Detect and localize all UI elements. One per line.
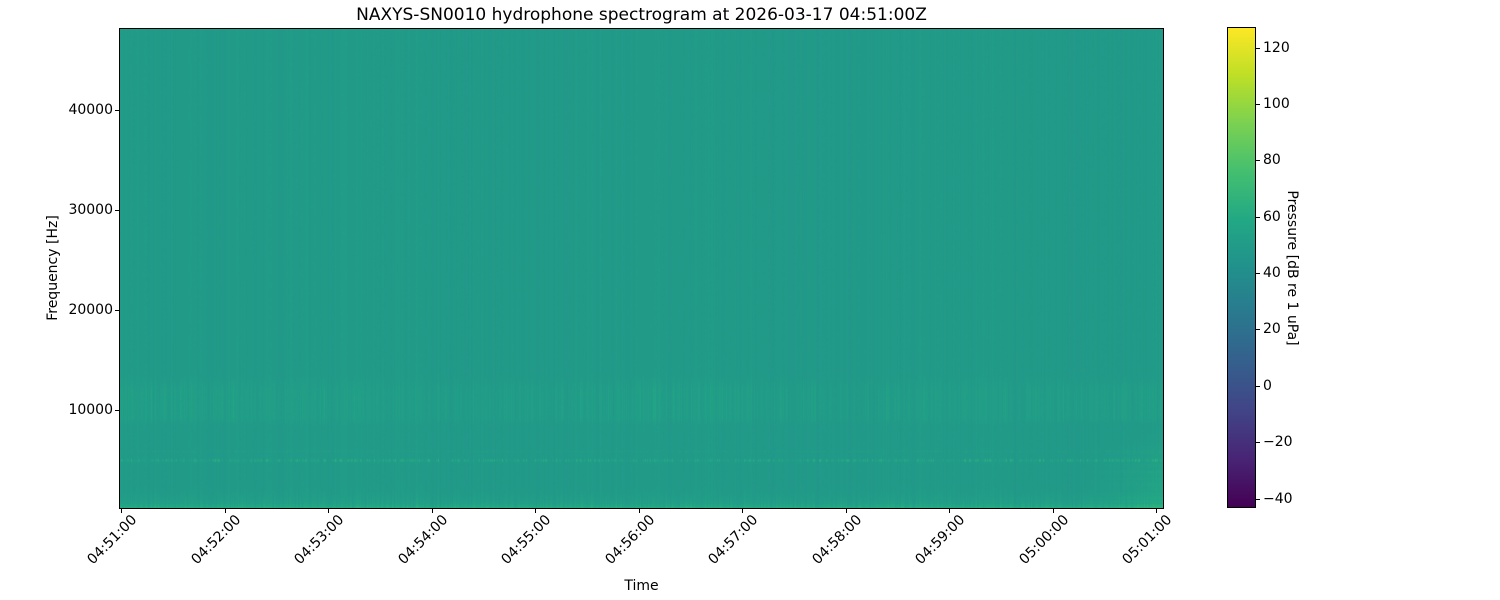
colorbar-tick-label: 100 [1263, 96, 1290, 113]
y-tick-mark [115, 310, 119, 311]
colorbar-tick-label: 40 [1263, 265, 1281, 282]
colorbar-tick-mark [1256, 442, 1260, 444]
colorbar-tick-mark [1256, 160, 1260, 162]
colorbar-gradient [1228, 28, 1255, 507]
y-tick-label: 10000 [68, 402, 113, 418]
x-tick-mark [121, 509, 122, 513]
x-tick-mark [949, 509, 950, 513]
x-tick-label: 05:01:00 [1119, 512, 1176, 568]
x-tick-mark [742, 509, 743, 513]
colorbar-tick-label: 120 [1263, 39, 1290, 56]
x-tick-mark [1156, 509, 1157, 513]
y-tick-mark [115, 210, 119, 211]
x-tick-label: 04:54:00 [395, 512, 451, 568]
colorbar-tick-label: −40 [1263, 490, 1293, 507]
colorbar-tick-label: 80 [1263, 152, 1281, 169]
colorbar-tick-mark [1256, 216, 1260, 218]
x-tick-mark [328, 509, 329, 513]
x-tick-mark [845, 509, 847, 513]
plot-area [119, 28, 1164, 509]
y-tick-mark [115, 110, 119, 111]
y-tick-label: 30000 [68, 202, 113, 218]
colorbar-tick-mark [1256, 498, 1260, 500]
x-tick-label: 04:58:00 [809, 512, 865, 568]
colorbar-tick-mark [1256, 47, 1260, 49]
colorbar-tick-label: 0 [1263, 377, 1272, 394]
x-tick-mark [535, 509, 536, 513]
colorbar-tick-mark [1256, 273, 1260, 275]
x-tick-label: 04:56:00 [602, 512, 658, 568]
x-tick-label: 04:59:00 [912, 512, 969, 568]
colorbar-label: Pressure [dB re 1 uPa] [1284, 190, 1300, 346]
colorbar-tick-label: 60 [1263, 208, 1281, 225]
colorbar-tick-mark [1256, 329, 1260, 331]
x-tick-label: 05:00:00 [1016, 512, 1072, 568]
x-tick-label: 04:57:00 [705, 512, 762, 568]
x-axis-label: Time [624, 578, 659, 594]
x-tick-label: 04:53:00 [291, 512, 348, 568]
x-tick-mark [1052, 509, 1054, 513]
x-tick-label: 04:55:00 [498, 512, 555, 568]
colorbar-tick-label: 20 [1263, 321, 1281, 338]
x-tick-mark [431, 509, 433, 513]
y-tick-label: 40000 [68, 102, 113, 118]
x-tick-mark [224, 509, 226, 513]
colorbar-tick-mark [1256, 104, 1260, 106]
colorbar [1227, 27, 1256, 508]
spectrogram-heatmap [120, 29, 1163, 508]
chart-title: NAXYS-SN0010 hydrophone spectrogram at 2… [356, 5, 927, 25]
colorbar-tick-label: −20 [1263, 434, 1293, 451]
x-tick-label: 04:51:00 [84, 512, 141, 568]
x-tick-mark [638, 509, 640, 513]
colorbar-tick-mark [1256, 385, 1260, 387]
y-tick-label: 20000 [68, 302, 113, 318]
y-axis-label: Frequency [Hz] [45, 215, 61, 321]
y-tick-mark [115, 410, 119, 411]
x-tick-label: 04:52:00 [188, 512, 244, 568]
